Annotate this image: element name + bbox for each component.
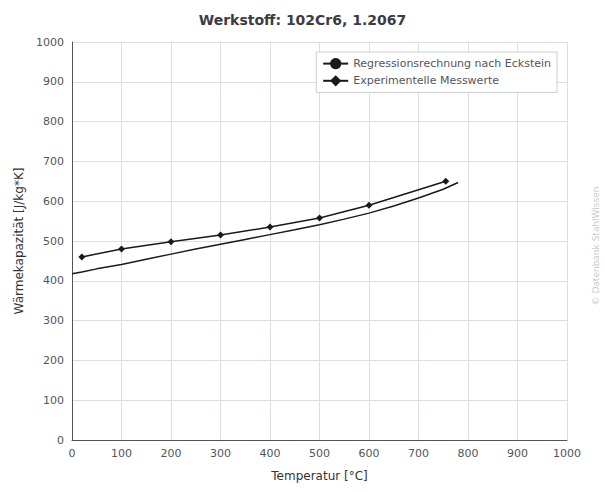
svg-text:700: 700 [43,155,64,168]
svg-text:0: 0 [69,447,76,460]
svg-text:500: 500 [43,235,64,248]
svg-text:300: 300 [210,447,231,460]
svg-text:0: 0 [57,434,64,447]
svg-text:Wärmekapazität [J/kg*K]: Wärmekapazität [J/kg*K] [12,168,26,315]
svg-text:700: 700 [408,447,429,460]
svg-text:800: 800 [458,447,479,460]
svg-text:1000: 1000 [553,447,581,460]
svg-text:200: 200 [161,447,182,460]
svg-text:© Datenbank StahlWissen: © Datenbank StahlWissen [591,187,601,306]
svg-text:600: 600 [359,447,380,460]
svg-text:900: 900 [43,75,64,88]
svg-text:300: 300 [43,314,64,327]
svg-text:Experimentelle Messwerte: Experimentelle Messwerte [353,74,499,87]
svg-text:200: 200 [43,354,64,367]
svg-text:Temperatur [°C]: Temperatur [°C] [270,469,367,483]
svg-text:400: 400 [260,447,281,460]
svg-text:100: 100 [111,447,132,460]
svg-text:100: 100 [43,394,64,407]
svg-text:400: 400 [43,274,64,287]
svg-text:800: 800 [43,115,64,128]
svg-text:Werkstoff: 102Cr6, 1.2067: Werkstoff: 102Cr6, 1.2067 [199,12,406,28]
svg-text:500: 500 [309,447,330,460]
svg-text:600: 600 [43,195,64,208]
svg-text:900: 900 [507,447,528,460]
svg-text:1000: 1000 [36,36,64,49]
svg-text:Regressionsrechnung nach Eckst: Regressionsrechnung nach Eckstein [353,57,551,70]
